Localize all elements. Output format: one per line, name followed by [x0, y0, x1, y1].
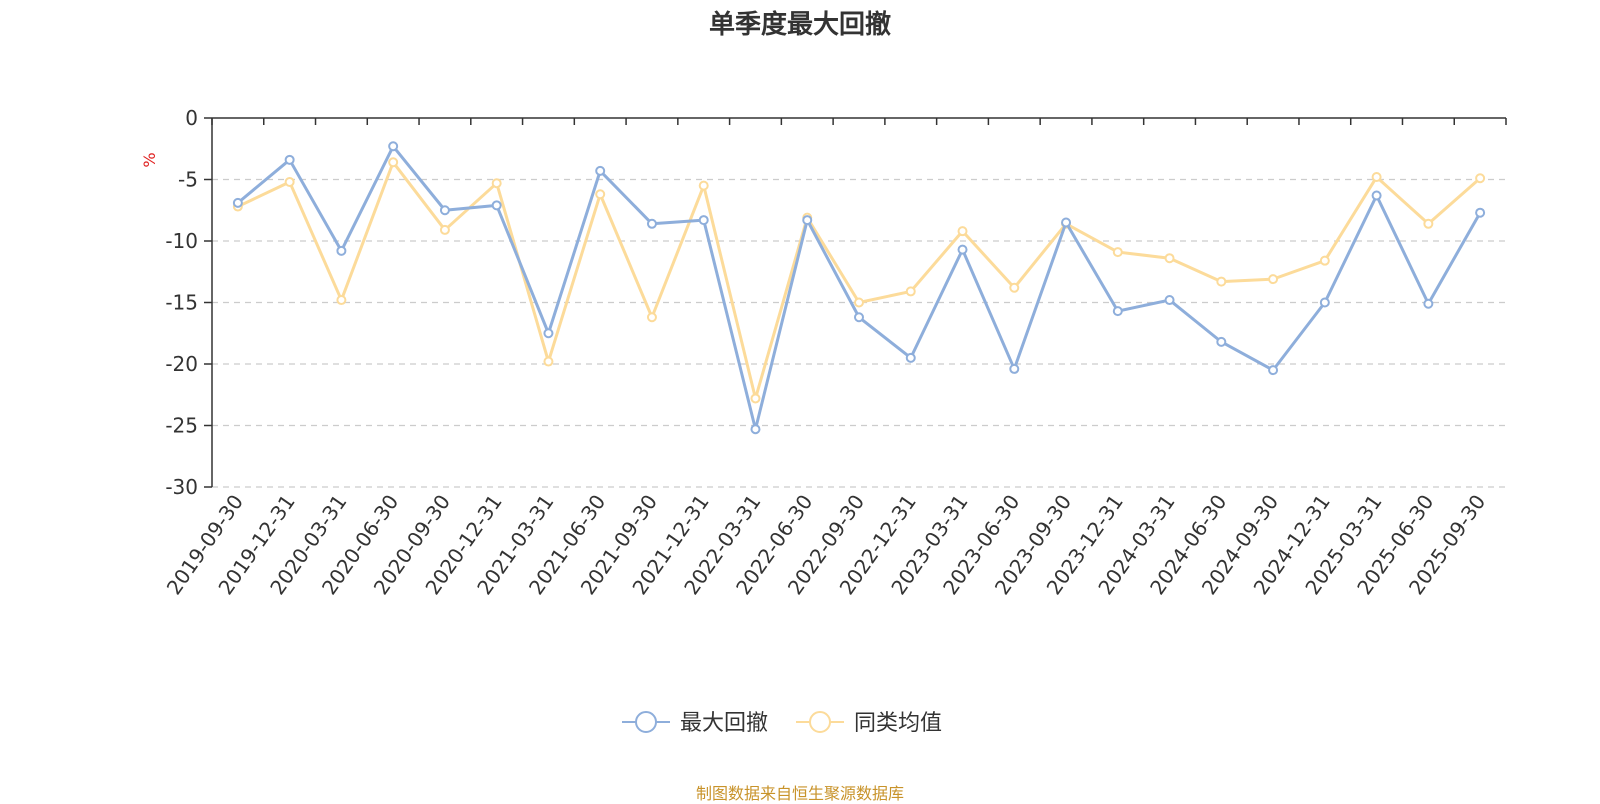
data-point [336, 295, 347, 306]
data-point [284, 176, 295, 187]
data-point [1216, 276, 1227, 287]
data-point [1009, 363, 1020, 374]
data-point [543, 356, 554, 367]
data-point [646, 218, 657, 229]
y-tick-label: -10 [165, 229, 198, 253]
y-unit-label: % [140, 152, 159, 167]
data-point [1268, 274, 1279, 285]
y-tick-label: -5 [178, 168, 198, 192]
data-point [646, 312, 657, 323]
legend-label: 同类均值 [854, 711, 942, 736]
data-point [802, 215, 813, 226]
data-point [1112, 247, 1123, 258]
data-point [698, 180, 709, 191]
data-point [1319, 297, 1330, 308]
series-lines [232, 141, 1486, 435]
data-point [388, 141, 399, 152]
data-point [854, 297, 864, 308]
y-tick-label: -30 [165, 475, 198, 499]
chart-title: 单季度最大回撤 [708, 10, 891, 40]
data-point [1009, 282, 1020, 293]
data-point [543, 328, 554, 339]
data-point [439, 224, 450, 235]
series-line-1 [237, 160, 1482, 400]
y-tick-label: -15 [165, 291, 198, 315]
data-point [1216, 336, 1227, 347]
data-point [854, 312, 864, 323]
grid-lines [212, 178, 1506, 488]
data-point [1423, 298, 1434, 309]
data-point [595, 189, 606, 200]
legend-label: 最大回撤 [680, 711, 768, 736]
legend-item-0[interactable]: 最大回撤 [622, 711, 768, 736]
legend-marker [635, 711, 657, 733]
y-tick-label: -25 [165, 414, 198, 438]
data-point [1112, 306, 1123, 317]
data-point [905, 286, 916, 297]
data-point [595, 165, 606, 176]
legend-marker [809, 711, 831, 733]
data-point [750, 393, 761, 404]
data-point [1061, 217, 1072, 228]
data-point [491, 200, 502, 211]
data-point [750, 424, 761, 435]
data-point [1475, 207, 1486, 218]
data-point [1371, 172, 1382, 183]
data-point [439, 205, 450, 216]
data-point [388, 157, 399, 168]
data-point [1164, 253, 1175, 264]
legend[interactable]: 最大回撤 同类均值 [622, 711, 942, 736]
data-point [1319, 255, 1330, 266]
y-tick-label: 0 [185, 106, 198, 130]
data-point [336, 245, 347, 256]
data-point [905, 352, 916, 363]
data-point [1164, 295, 1175, 306]
data-point [698, 215, 709, 226]
data-point [957, 244, 968, 255]
data-point [284, 154, 295, 165]
series-line-0 [236, 144, 1482, 431]
data-point [491, 178, 502, 189]
data-point [957, 226, 968, 237]
axes [204, 117, 1507, 488]
legend-item-1[interactable]: 同类均值 [796, 711, 942, 736]
data-point [1475, 173, 1486, 184]
data-source-note: 制图数据来自恒生聚源数据库 [695, 784, 904, 803]
data-point [1268, 365, 1279, 376]
data-point [232, 197, 243, 208]
data-point [1371, 190, 1382, 201]
y-tick-label: -20 [165, 352, 198, 376]
data-point [1423, 218, 1434, 229]
